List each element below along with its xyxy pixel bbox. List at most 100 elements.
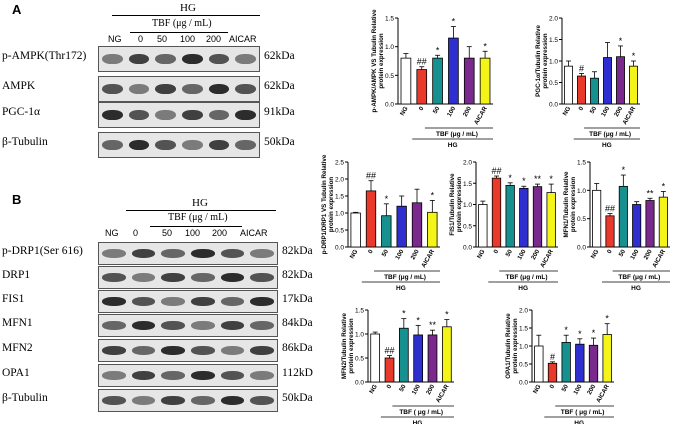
bar xyxy=(532,186,543,248)
blot-strip xyxy=(98,76,260,102)
y-axis-label: FIS1/Tubulin Relative xyxy=(449,173,456,236)
blot-band xyxy=(155,53,176,65)
bar xyxy=(381,215,392,248)
x-tick-label: 50 xyxy=(398,383,408,393)
blot-row-label: FIS1 xyxy=(2,292,25,305)
bar xyxy=(400,57,412,105)
x-tick-label: NG xyxy=(590,248,601,260)
panel-b-tbf-line xyxy=(150,226,242,227)
blot-band xyxy=(250,248,274,259)
blot-band xyxy=(102,53,123,65)
blot-kda-label: 91kDa xyxy=(264,106,295,118)
y-tick-label: 1.5 xyxy=(519,326,528,333)
blot-band xyxy=(220,320,245,331)
y-axis-label: p-DRP1/DRP1 VS Tubulin Relative xyxy=(321,154,328,254)
y-tick-label: 0.5 xyxy=(355,356,364,363)
significance-mark: ** xyxy=(646,188,654,198)
y-tick-label: 0.0 xyxy=(385,102,394,109)
y-tick-label: 0.5 xyxy=(463,223,472,230)
y-axis-label: protein expression xyxy=(542,33,549,89)
panel-a-hg-line xyxy=(112,15,260,16)
blot-strip xyxy=(98,364,278,387)
x-tick-label: 200 xyxy=(425,383,437,396)
x-tick-label: AICAR xyxy=(621,105,637,126)
y-tick-label: 2.0 xyxy=(335,177,344,184)
bar xyxy=(564,65,573,105)
bar xyxy=(427,211,438,248)
x-tick-label: 100 xyxy=(600,105,612,118)
x-tick-label: NG xyxy=(368,383,379,395)
significance-mark: * xyxy=(508,173,512,183)
x-tick-label: AICAR xyxy=(595,383,611,404)
blot-band xyxy=(208,109,230,121)
x-tick-label: AICAR xyxy=(651,248,667,269)
lane-label: 50 xyxy=(157,34,168,44)
x-tick-label: NG xyxy=(349,248,360,260)
bar xyxy=(432,57,443,105)
x-tick-label: 0 xyxy=(385,383,393,390)
x-tick-label: 200 xyxy=(643,248,655,261)
blot-row-label: β-Tubulin xyxy=(2,136,48,148)
x-tick-label: 0 xyxy=(548,383,556,390)
blot-strip xyxy=(98,314,278,337)
blot-band xyxy=(250,296,274,307)
blot-band xyxy=(102,109,123,121)
y-tick-label: 2.0 xyxy=(549,16,558,23)
x-tick-label: 50 xyxy=(589,105,599,115)
blot-band xyxy=(182,109,203,121)
blot-band xyxy=(191,296,215,307)
tbf-label: TBF (μg / mL) xyxy=(618,274,660,281)
bar xyxy=(413,334,424,383)
blot-band xyxy=(191,248,215,259)
bar xyxy=(547,362,558,383)
x-tick-label: 50 xyxy=(504,248,514,258)
bar xyxy=(605,215,615,248)
x-tick-label: NG xyxy=(399,105,410,117)
y-axis-label: PGC-1α/Tubulin Relative xyxy=(535,25,542,97)
lane-label: AICAR xyxy=(240,228,268,238)
bar xyxy=(479,57,491,105)
x-tick-label: AICAR xyxy=(435,383,451,404)
lane-label: AICAR xyxy=(229,34,257,44)
significance-mark: * xyxy=(592,328,596,338)
hg-label: HG xyxy=(518,285,528,292)
blot-strip xyxy=(98,339,278,362)
blot-band xyxy=(191,320,215,331)
significance-mark: ## xyxy=(605,204,615,214)
blot-row-label: p-DRP1(Ser 616) xyxy=(2,244,83,257)
bar xyxy=(396,205,407,248)
x-tick-label: 50 xyxy=(560,383,570,393)
x-tick-label: 50 xyxy=(618,248,628,258)
blot-kda-label: 62kDa xyxy=(264,80,295,92)
blot-band xyxy=(161,395,185,406)
blot-band xyxy=(131,272,156,283)
panel-a-tbf-line xyxy=(130,32,228,33)
blot-kda-label: 17kDa xyxy=(282,292,313,305)
blot-strip xyxy=(98,46,260,72)
blot-band xyxy=(182,83,203,95)
y-tick-label: 0.0 xyxy=(463,245,472,252)
bar xyxy=(448,37,459,105)
panel-a-tbf-label: TBF (μg / mL) xyxy=(152,18,212,29)
y-tick-label: 2.0 xyxy=(519,308,528,315)
significance-mark: * xyxy=(452,17,456,27)
y-tick-label: 0.5 xyxy=(335,228,344,235)
y-tick-label: 1.0 xyxy=(335,211,344,218)
y-axis-label: p-AMPK/AMPK VS Tubulin Relative xyxy=(371,9,378,113)
blot-band xyxy=(220,248,245,259)
blot-band xyxy=(131,395,156,406)
x-tick-label: 100 xyxy=(411,383,423,396)
blot-band xyxy=(155,83,176,95)
blot-band xyxy=(235,109,256,121)
hg-label: HG xyxy=(631,285,641,292)
blot-kda-label: 82kDa xyxy=(282,268,313,281)
tbf-label: TBF (μg / mL) xyxy=(589,131,631,138)
bar xyxy=(398,327,409,383)
x-tick-label: NG xyxy=(562,105,573,117)
x-tick-label: 50 xyxy=(381,248,391,258)
y-tick-label: 0.0 xyxy=(549,102,558,109)
bar xyxy=(478,204,488,248)
blot-band xyxy=(208,53,230,65)
bar xyxy=(411,202,423,248)
y-tick-label: 0.5 xyxy=(385,73,394,80)
